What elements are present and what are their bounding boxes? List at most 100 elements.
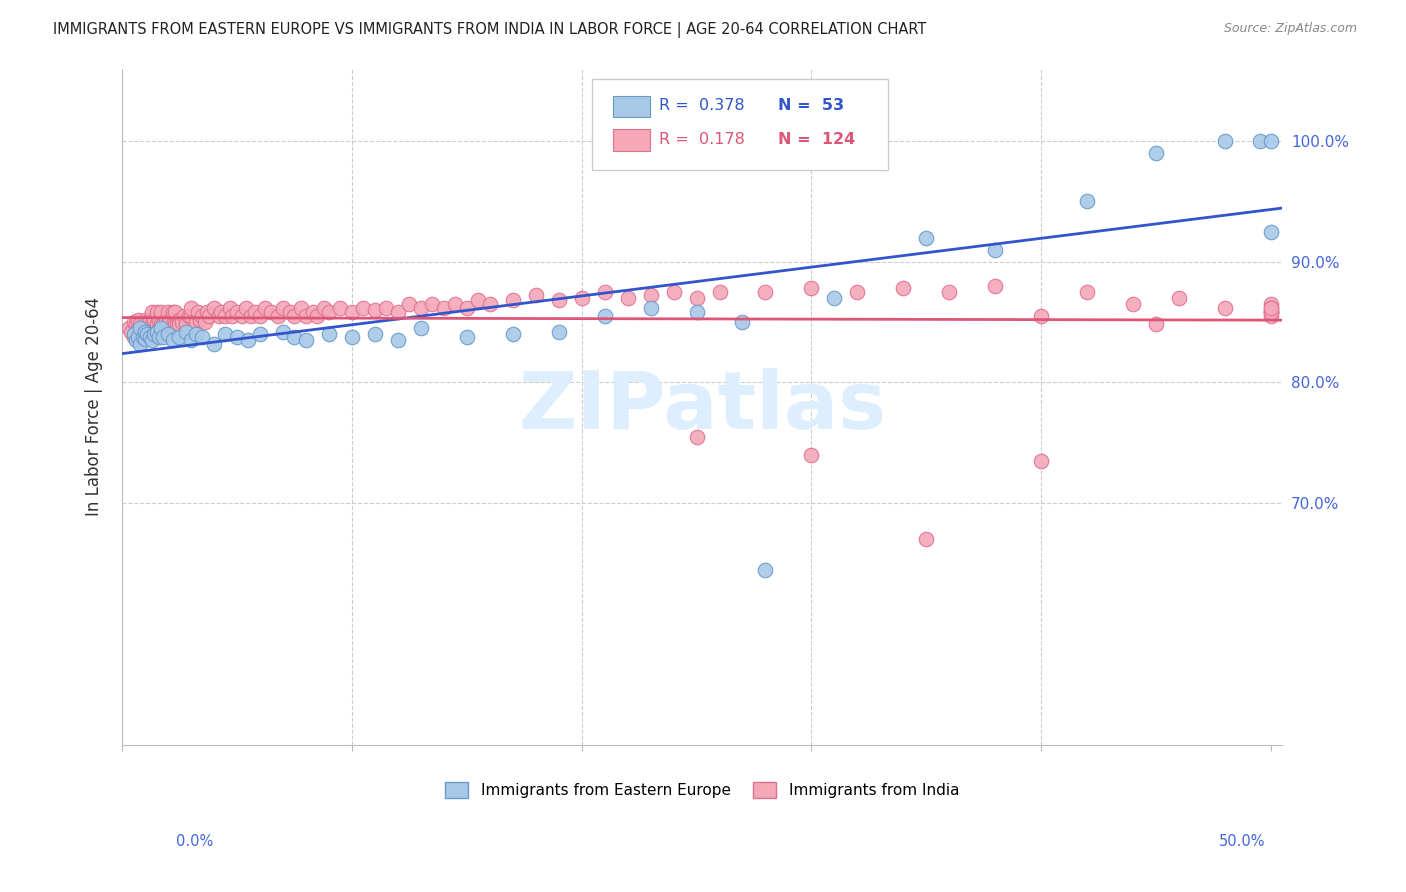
Point: [187, 305, 209, 319]
Point: [180, 309, 202, 323]
Point: [226, 305, 249, 319]
Point: [444, 297, 467, 311]
Point: [184, 315, 207, 329]
Text: IMMIGRANTS FROM EASTERN EUROPE VS IMMIGRANTS FROM INDIA IN LABOR FORCE | AGE 20-: IMMIGRANTS FROM EASTERN EUROPE VS IMMIGR…: [53, 22, 927, 38]
Point: [148, 321, 170, 335]
Point: [456, 329, 478, 343]
Point: [754, 562, 776, 576]
Text: R =  0.378: R = 0.378: [659, 98, 745, 113]
Point: [226, 329, 249, 343]
Point: [141, 318, 163, 332]
Text: N =  53: N = 53: [778, 98, 844, 113]
Point: [138, 327, 160, 342]
Point: [571, 291, 593, 305]
Point: [754, 285, 776, 299]
Point: [214, 309, 236, 323]
Point: [156, 305, 179, 319]
Point: [984, 243, 1007, 257]
Point: [1144, 318, 1167, 332]
Point: [169, 312, 191, 326]
Point: [150, 321, 173, 335]
Point: [502, 327, 524, 342]
Point: [731, 315, 754, 329]
Point: [159, 312, 181, 326]
Point: [120, 325, 142, 339]
Point: [1249, 134, 1271, 148]
Point: [1260, 134, 1282, 148]
Point: [148, 312, 170, 326]
Point: [198, 309, 221, 323]
Point: [169, 329, 191, 343]
Point: [1031, 309, 1053, 323]
Point: [295, 309, 318, 323]
Point: [640, 301, 662, 315]
Point: [271, 301, 294, 315]
Point: [593, 309, 616, 323]
Point: [616, 291, 638, 305]
Point: [138, 329, 160, 343]
Point: [1144, 146, 1167, 161]
Point: [823, 291, 845, 305]
Point: [129, 327, 152, 342]
Text: ZIPatlas: ZIPatlas: [519, 368, 886, 446]
Point: [547, 325, 569, 339]
Point: [524, 288, 547, 302]
Point: [267, 309, 290, 323]
Point: [1213, 134, 1236, 148]
Point: [1076, 194, 1098, 209]
Point: [141, 305, 163, 319]
Point: [122, 329, 145, 343]
Point: [253, 301, 276, 315]
Point: [143, 327, 166, 342]
Point: [219, 301, 242, 315]
Point: [1260, 301, 1282, 315]
Point: [387, 305, 409, 319]
Point: [984, 278, 1007, 293]
Point: [162, 333, 184, 347]
Point: [180, 333, 202, 347]
Point: [245, 305, 267, 319]
Text: 50.0%: 50.0%: [1219, 834, 1265, 849]
Point: [138, 312, 160, 326]
Point: [409, 321, 432, 335]
Point: [800, 281, 823, 295]
Point: [387, 333, 409, 347]
Point: [163, 318, 186, 332]
Point: [547, 293, 569, 308]
Point: [132, 321, 155, 335]
Point: [214, 327, 236, 342]
Legend: Immigrants from Eastern Europe, Immigrants from India: Immigrants from Eastern Europe, Immigran…: [439, 776, 966, 805]
Point: [136, 315, 159, 329]
Point: [136, 327, 159, 342]
Point: [295, 333, 318, 347]
Point: [1260, 309, 1282, 323]
Point: [159, 318, 181, 332]
Point: [173, 309, 195, 323]
Point: [122, 327, 145, 342]
Point: [145, 305, 167, 319]
Point: [202, 301, 225, 315]
Point: [640, 288, 662, 302]
FancyBboxPatch shape: [613, 129, 650, 151]
Point: [1260, 305, 1282, 319]
Point: [134, 332, 156, 346]
Point: [420, 297, 443, 311]
Point: [278, 305, 301, 319]
Point: [176, 318, 198, 332]
Point: [231, 309, 253, 323]
Point: [148, 329, 170, 343]
Point: [194, 315, 217, 329]
Point: [318, 327, 340, 342]
Point: [155, 312, 177, 326]
Point: [143, 312, 166, 326]
Point: [314, 301, 336, 315]
Point: [891, 281, 914, 295]
Point: [249, 309, 271, 323]
Point: [260, 305, 283, 319]
Point: [152, 318, 174, 332]
Point: [938, 285, 960, 299]
Point: [125, 318, 148, 332]
FancyBboxPatch shape: [613, 95, 650, 117]
Point: [162, 305, 184, 319]
Point: [141, 333, 163, 347]
